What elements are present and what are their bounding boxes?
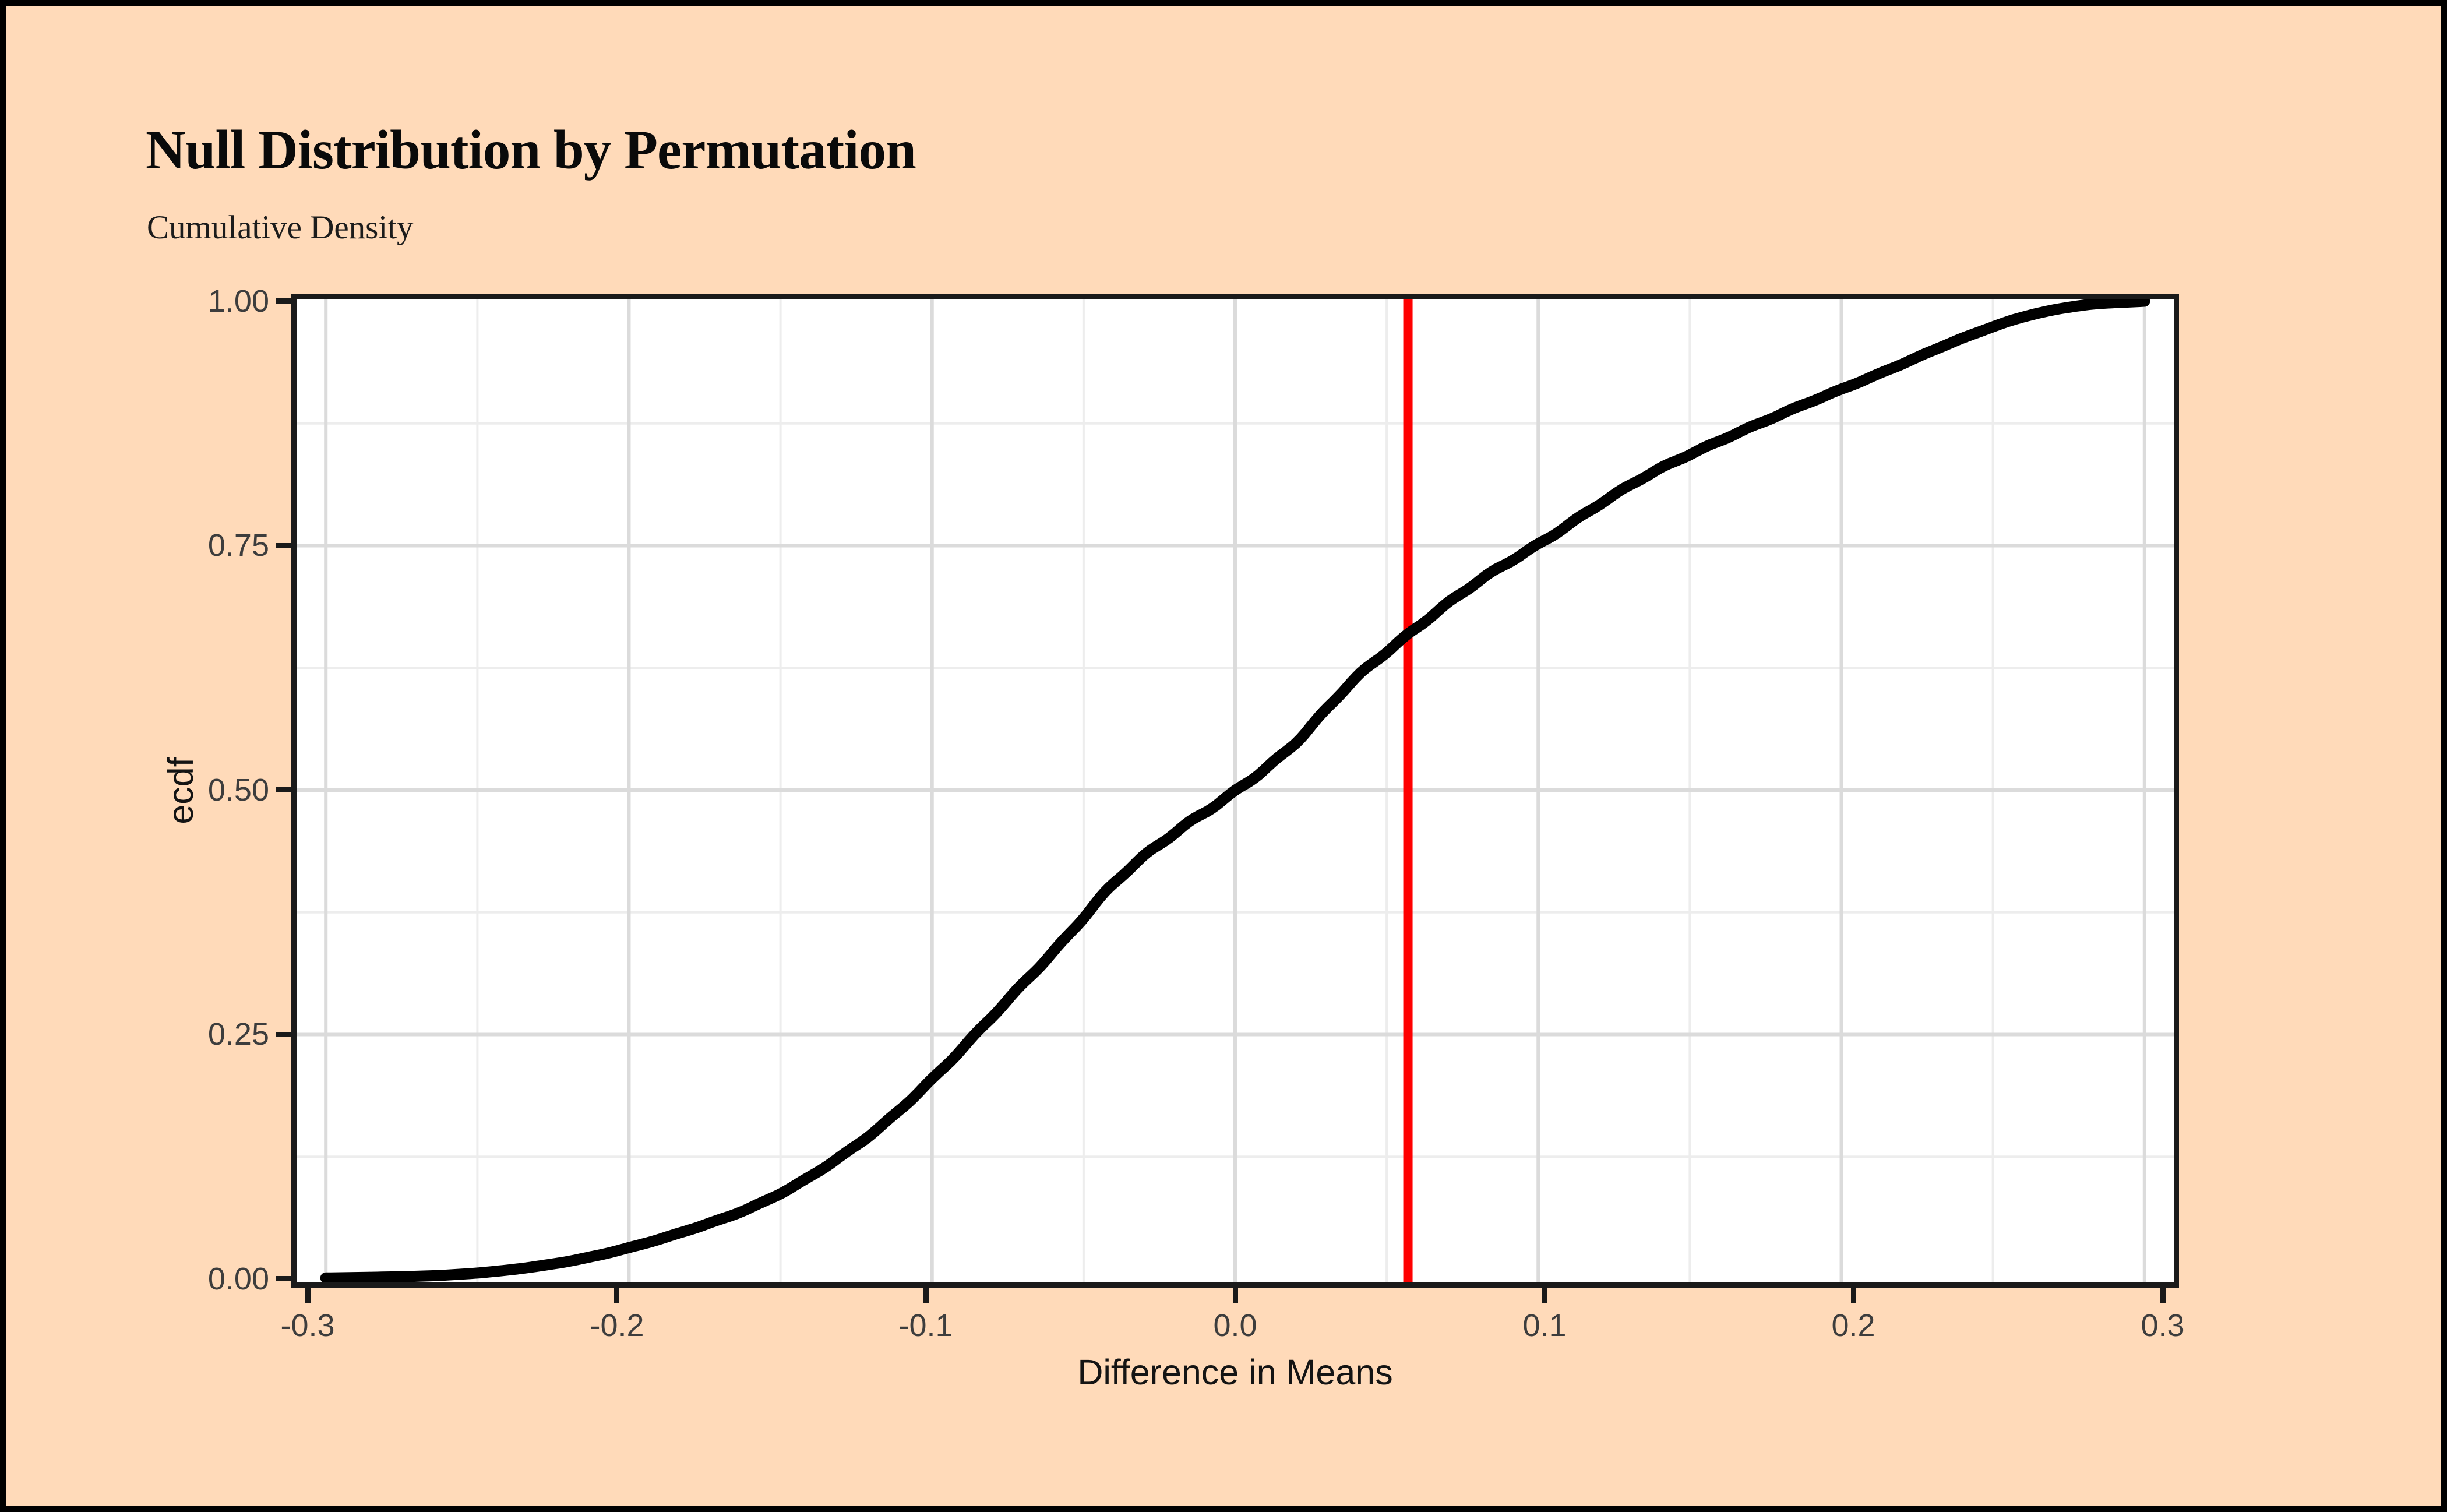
plot-panel bbox=[291, 294, 2179, 1288]
y-tick-label: 0.75 bbox=[207, 528, 269, 563]
y-tick-mark bbox=[276, 1276, 291, 1281]
chart-title: Null Distribution by Permutation bbox=[146, 119, 916, 181]
x-tick-mark bbox=[305, 1288, 311, 1303]
x-tick-mark bbox=[2160, 1288, 2166, 1303]
x-tick-mark bbox=[1851, 1288, 1856, 1303]
chart-subtitle: Cumulative Density bbox=[147, 209, 414, 246]
x-tick-mark bbox=[1542, 1288, 1547, 1303]
y-tick-label: 0.25 bbox=[207, 1017, 269, 1052]
x-tick-label: 0.2 bbox=[1831, 1308, 1875, 1343]
y-tick-mark bbox=[276, 543, 291, 548]
x-tick-label: 0.0 bbox=[1213, 1308, 1257, 1343]
x-tick-label: 0.3 bbox=[2141, 1308, 2185, 1343]
y-tick-mark bbox=[276, 787, 291, 792]
x-tick-mark bbox=[1233, 1288, 1238, 1303]
x-axis-title: Difference in Means bbox=[1077, 1352, 1393, 1392]
y-tick-mark bbox=[276, 1032, 291, 1037]
x-tick-label: -0.1 bbox=[898, 1308, 953, 1343]
x-tick-mark bbox=[614, 1288, 619, 1303]
ecdf-curve bbox=[320, 299, 2150, 1282]
x-tick-label: -0.3 bbox=[280, 1308, 335, 1343]
plot-svg bbox=[297, 299, 2174, 1282]
x-tick-label: -0.2 bbox=[590, 1308, 644, 1343]
x-tick-mark bbox=[923, 1288, 929, 1303]
y-tick-mark bbox=[276, 298, 291, 304]
x-tick-label: 0.1 bbox=[1522, 1308, 1567, 1343]
y-axis-title: ecdf bbox=[161, 757, 200, 824]
y-tick-label: 0.50 bbox=[207, 773, 269, 808]
y-tick-label: 0.00 bbox=[207, 1261, 269, 1296]
y-tick-label: 1.00 bbox=[207, 284, 269, 319]
